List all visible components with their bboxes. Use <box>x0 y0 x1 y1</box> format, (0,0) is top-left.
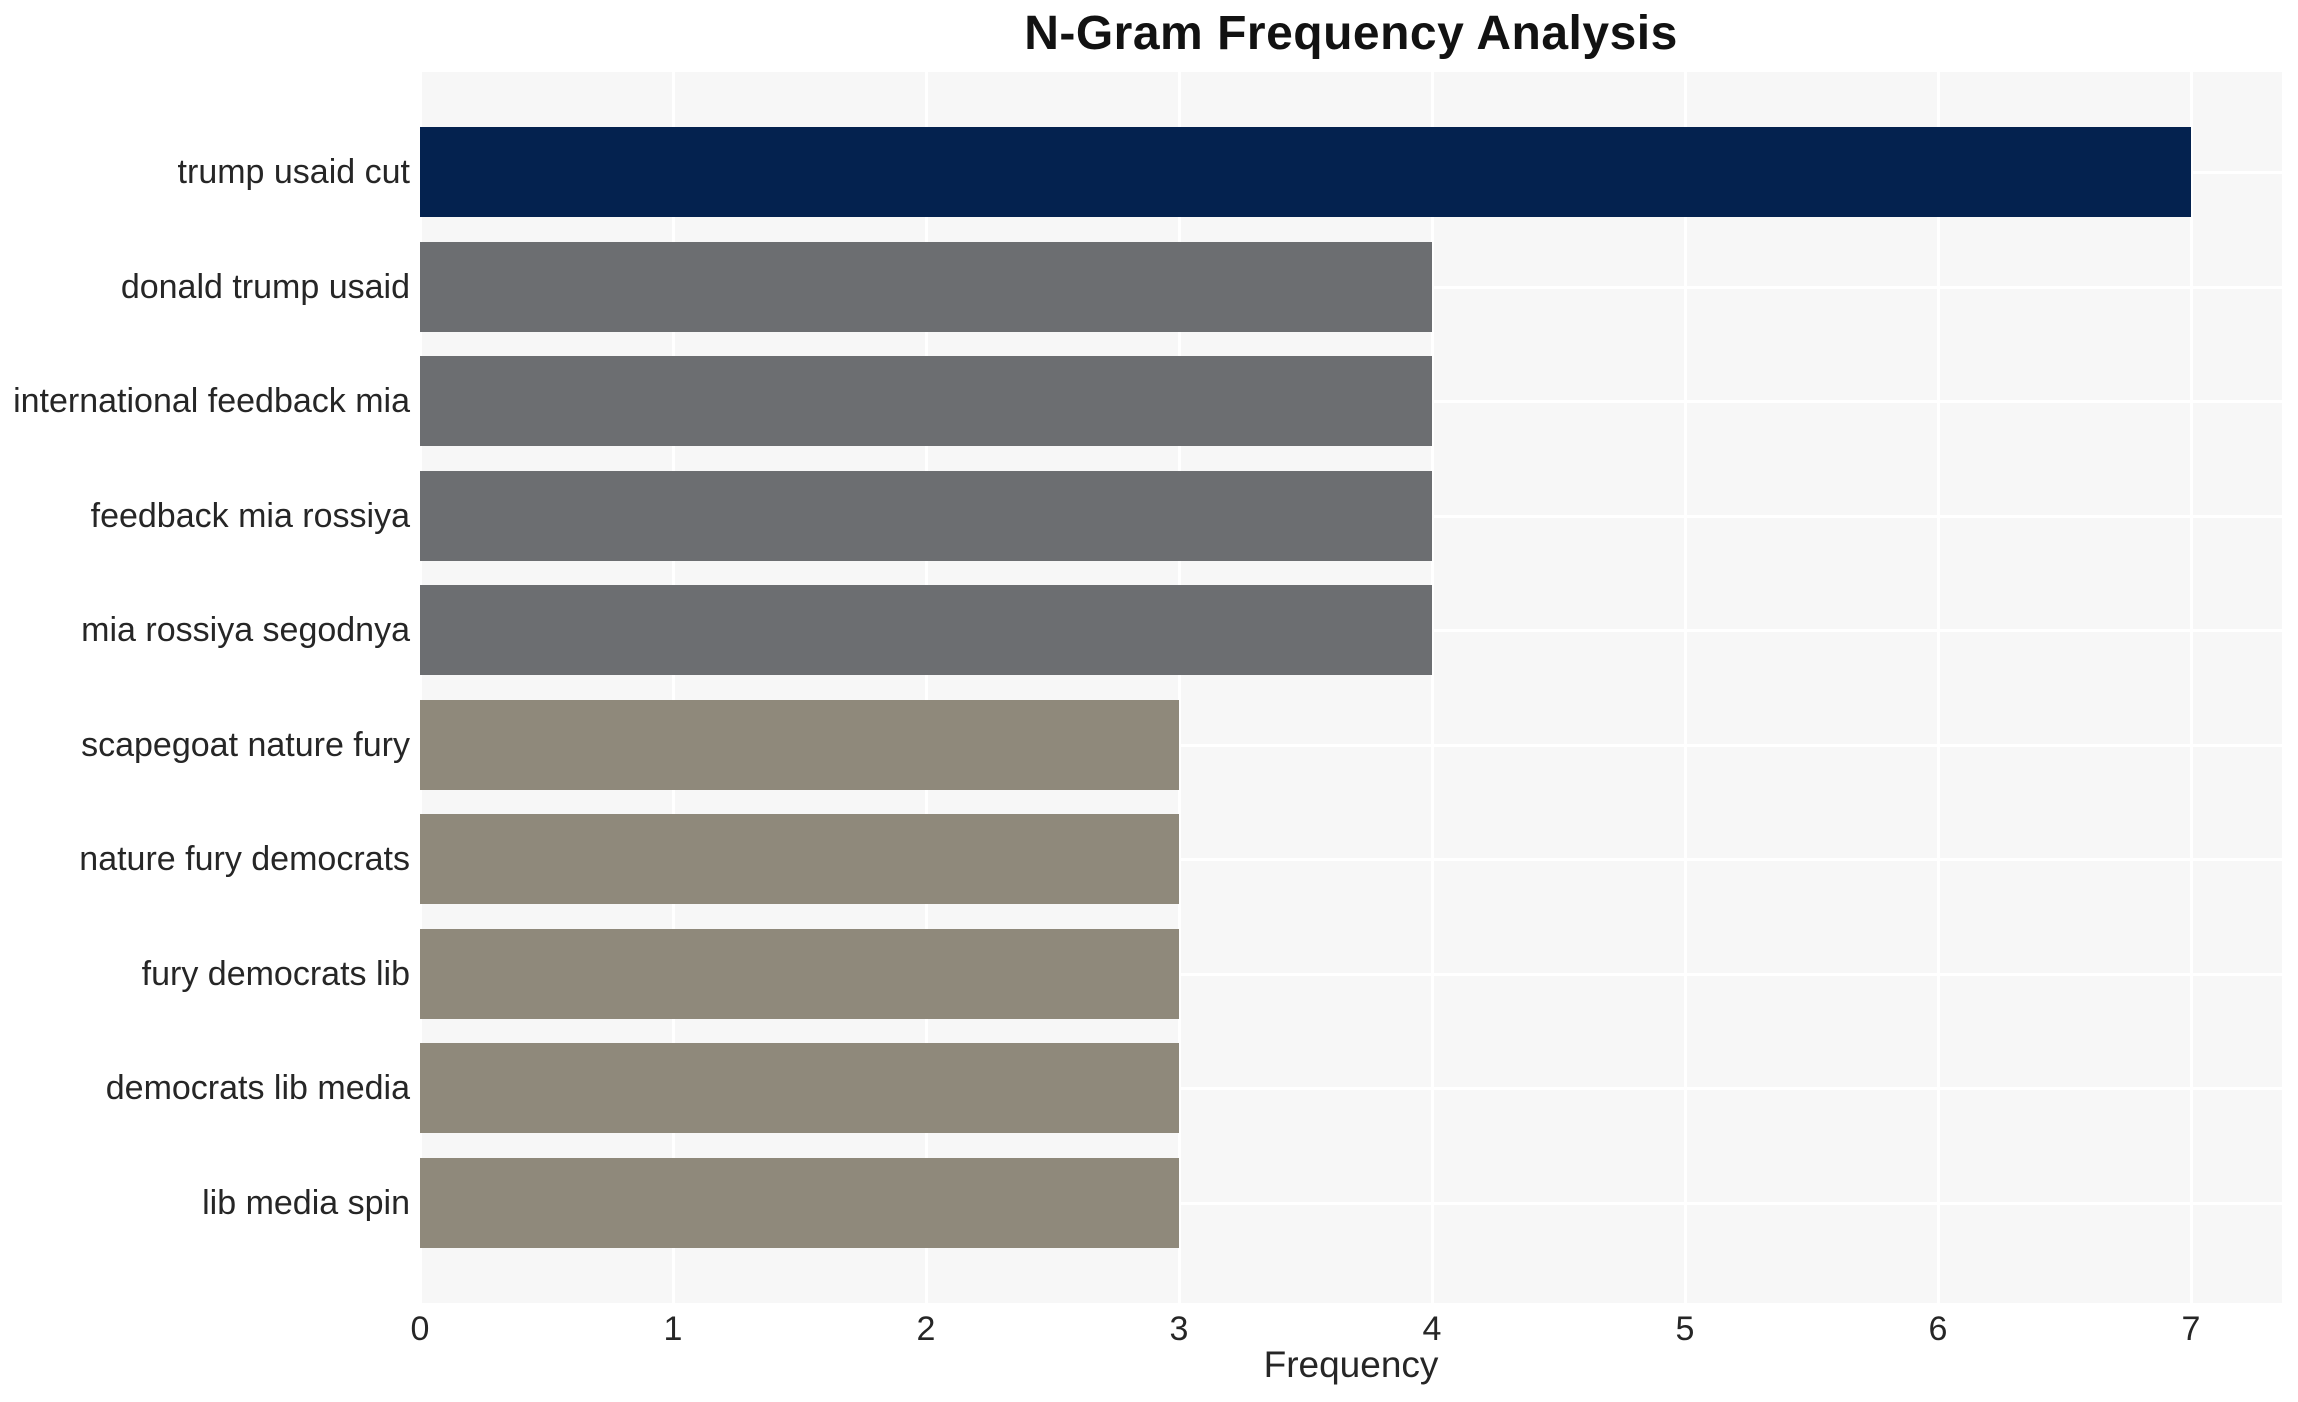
horizontal-gridline <box>420 743 2282 747</box>
x-tick-label: 5 <box>1675 1310 1695 1348</box>
horizontal-gridline <box>420 1087 2282 1091</box>
bar <box>420 127 2191 217</box>
x-tick-label: 4 <box>1422 1310 1442 1348</box>
category-label: feedback mia rossiya <box>90 496 410 535</box>
category-label: democrats lib media <box>105 1069 410 1108</box>
bar <box>420 241 1432 332</box>
category-label: fury democrats lib <box>141 954 410 993</box>
vertical-gridline <box>671 72 675 1303</box>
x-tick-label: 2 <box>916 1310 936 1348</box>
vertical-gridline <box>2189 72 2193 1303</box>
bar <box>420 470 1432 561</box>
horizontal-gridline <box>420 972 2282 976</box>
vertical-gridline <box>419 72 422 1303</box>
category-label: trump usaid cut <box>177 153 410 191</box>
x-tick-label: 3 <box>1169 1310 1189 1348</box>
chart-title: N-Gram Frequency Analysis <box>1024 7 1678 60</box>
x-axis-ticks: 0 1 2 3 4 5 6 7 <box>411 1310 2282 1354</box>
x-axis-title: Frequency <box>1263 1344 1439 1385</box>
vertical-gridline <box>1936 72 1940 1303</box>
category-label: lib media spin <box>202 1184 410 1222</box>
vertical-gridline <box>1430 72 1434 1303</box>
bar <box>420 356 1432 447</box>
category-label: nature fury democrats <box>79 840 410 879</box>
vertical-gridline <box>1177 72 1181 1303</box>
category-label: scapegoat nature fury <box>81 725 410 764</box>
bar <box>420 585 1432 676</box>
plot-area <box>419 72 2282 1303</box>
vertical-gridline <box>1683 72 1687 1303</box>
x-tick-label: 6 <box>1928 1310 1948 1348</box>
bar <box>420 928 1179 1019</box>
bar <box>420 699 1179 790</box>
horizontal-gridline <box>420 858 2282 862</box>
bar <box>420 814 1179 905</box>
category-label: mia rossiya segodnya <box>81 611 410 650</box>
category-label: donald trump usaid <box>120 267 410 306</box>
x-tick-label: 1 <box>663 1310 683 1348</box>
x-tick-label: 0 <box>410 1310 430 1348</box>
vertical-gridline <box>924 72 928 1303</box>
bar <box>420 1043 1179 1134</box>
bar <box>420 1158 1179 1248</box>
horizontal-gridline <box>420 1202 2282 1205</box>
x-tick-label: 7 <box>2181 1310 2201 1348</box>
y-axis-labels: trump usaid cut donald trump usaid interna… <box>0 72 410 1303</box>
category-label: international feedback mia <box>13 382 410 421</box>
